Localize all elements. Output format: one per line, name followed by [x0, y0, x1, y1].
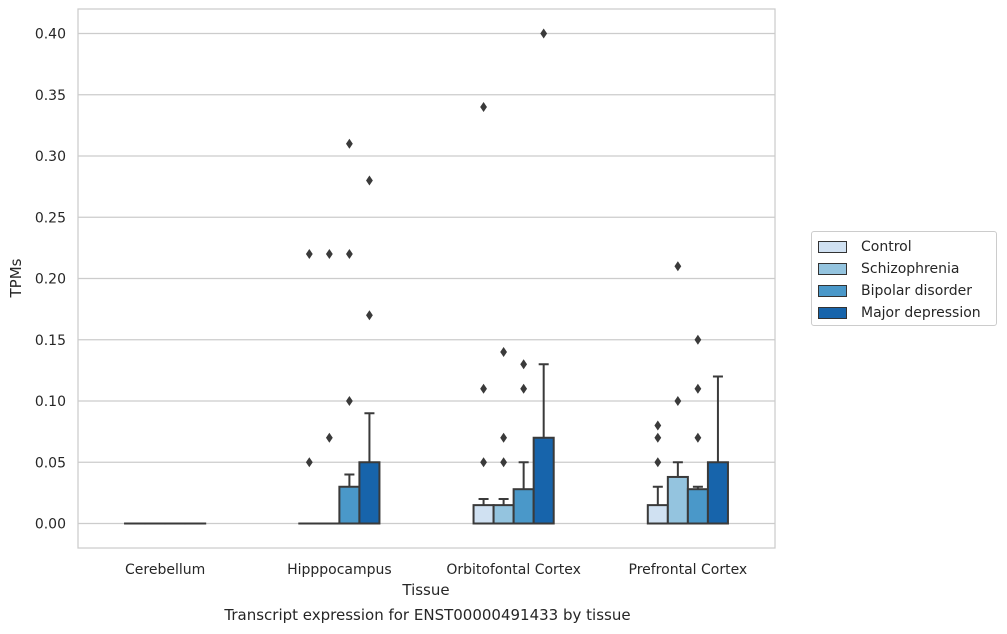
- y-axis-title: TPMs: [7, 258, 25, 298]
- legend-swatch: [818, 285, 847, 297]
- x-tick-labels: Cerebellum Hipppocampus Orbitofontal Corte…: [125, 562, 747, 578]
- x-axis-title: Tissue: [401, 581, 449, 599]
- y-tick-label: 0.00: [35, 517, 66, 533]
- outlier-point: [694, 334, 702, 345]
- legend-label: Control: [861, 239, 912, 255]
- legend: Control Schizophrenia Bipolar disorder Majo…: [811, 231, 997, 326]
- legend-swatch: [818, 263, 847, 275]
- outlier-point: [520, 359, 528, 370]
- legend-swatch: [818, 241, 847, 253]
- legend-item: Bipolar disorder: [818, 280, 996, 302]
- box: [492, 504, 515, 525]
- outlier-point: [366, 175, 373, 186]
- y-tick-label: 0.40: [35, 27, 66, 43]
- box: [646, 504, 669, 525]
- outlier-point: [674, 396, 682, 406]
- y-tick-label: 0.10: [35, 394, 66, 410]
- y-tick-label: 0.35: [35, 88, 66, 104]
- legend-label: Major depression: [861, 305, 981, 321]
- outlier-point: [694, 432, 702, 443]
- outlier-point: [325, 249, 333, 259]
- outlier-point: [520, 383, 528, 394]
- x-tick-label: Orbitofontal Cortex: [446, 562, 581, 578]
- outlier-point: [305, 457, 313, 468]
- outlier-point: [654, 457, 662, 468]
- outlier-point: [366, 310, 373, 321]
- x-tick-label: Prefrontal Cortex: [629, 562, 748, 578]
- y-tick-label: 0.30: [35, 149, 66, 165]
- outlier-point: [500, 457, 508, 468]
- outlier-point: [345, 396, 353, 406]
- y-tick-label: 0.15: [35, 333, 66, 349]
- outlier-point: [500, 432, 508, 443]
- box: [512, 488, 535, 525]
- y-tick-label: 0.20: [35, 272, 66, 288]
- outlier-point: [480, 457, 487, 468]
- legend-item: Control: [818, 236, 996, 258]
- x-tick-label: Hipppocampus: [287, 562, 392, 578]
- box: [666, 475, 689, 525]
- outlier-point: [480, 383, 487, 394]
- outlier-point: [674, 261, 682, 272]
- outlier-point: [325, 432, 333, 443]
- box: [338, 485, 361, 525]
- x-tick-label: Cerebellum: [125, 562, 205, 578]
- box: [706, 461, 729, 525]
- outlier-point: [540, 28, 548, 39]
- outlier-point: [345, 138, 353, 149]
- outlier-point: [305, 249, 313, 259]
- outlier-point: [500, 347, 508, 357]
- legend-label: Schizophrenia: [861, 261, 960, 277]
- legend-label: Bipolar disorder: [861, 283, 973, 299]
- box: [532, 436, 555, 525]
- legend-item: Schizophrenia: [818, 258, 996, 280]
- outlier-point: [654, 432, 662, 443]
- box: [358, 461, 381, 525]
- box: [472, 504, 495, 525]
- box: [686, 488, 709, 525]
- chart-caption: Transcript expression for ENST0000049143…: [224, 606, 631, 624]
- outlier-point: [480, 102, 487, 112]
- y-tick-label: 0.25: [35, 210, 66, 226]
- outlier-point: [654, 420, 662, 431]
- outlier-point: [345, 249, 353, 259]
- outlier-point: [694, 383, 702, 394]
- grid-lines: [78, 32, 775, 525]
- y-tick-labels: 0.00 0.05 0.10 0.15 0.20 0.25 0.30 0.35 0.40: [35, 27, 66, 533]
- legend-swatch: [818, 307, 847, 319]
- boxes: [124, 28, 729, 525]
- plot-area-frame: [77, 8, 776, 549]
- legend-item: Major depression: [818, 302, 996, 324]
- y-tick-label: 0.05: [35, 455, 66, 471]
